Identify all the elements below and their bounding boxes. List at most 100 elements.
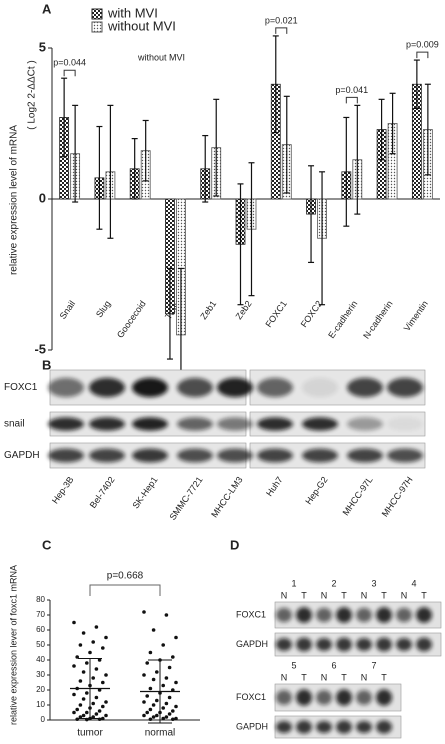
- lane-number: 6: [331, 660, 336, 670]
- blot-band: [276, 638, 292, 651]
- point: [81, 631, 86, 635]
- point: [145, 710, 149, 715]
- blot-band: [376, 637, 392, 652]
- point: [101, 646, 105, 650]
- blot-band: [89, 377, 125, 398]
- error-bar: [378, 98, 385, 161]
- blot-band: [316, 720, 332, 734]
- point: [97, 717, 102, 722]
- p-bracket: [63, 69, 76, 77]
- point: [72, 664, 76, 668]
- lane-sublabel: N: [281, 672, 288, 682]
- sd-bar: [78, 658, 102, 719]
- lane-sublabel: N: [281, 590, 288, 600]
- point: [78, 715, 83, 719]
- blot-band: [302, 377, 338, 398]
- blot-band: [89, 417, 125, 431]
- point: [148, 717, 153, 722]
- point: [161, 706, 165, 710]
- p-bracket: [275, 27, 288, 34]
- blot-band: [302, 448, 338, 463]
- point: [161, 643, 165, 647]
- blot-band: [416, 637, 432, 652]
- point: [151, 628, 156, 632]
- blot-band: [316, 607, 332, 623]
- panel-letter: D: [230, 537, 239, 552]
- blot-band: [296, 637, 312, 652]
- point: [91, 676, 95, 680]
- point: [145, 694, 149, 698]
- point: [174, 680, 178, 685]
- lane-sublabel: T: [381, 590, 387, 600]
- y-tick-label: 30: [36, 670, 45, 679]
- y-label-unit: ( Log2 2-ΔΔCt ): [27, 60, 38, 130]
- point: [75, 707, 79, 712]
- blot-band: [48, 448, 84, 463]
- p-bracket: [89, 584, 161, 596]
- blot-band: [356, 638, 372, 651]
- y-tick-label: 70: [36, 610, 45, 619]
- blot-band: [356, 690, 372, 705]
- y-tick-label: 40: [36, 655, 45, 664]
- point: [81, 697, 86, 701]
- sd-bar: [148, 659, 172, 724]
- blot-band: [336, 637, 352, 652]
- error-bar: [283, 95, 290, 194]
- error-bar: [142, 119, 149, 182]
- blot-row-label: GAPDH: [236, 639, 268, 649]
- blot-band: [347, 377, 383, 398]
- blot-band: [416, 607, 432, 623]
- legend-label: without MVI: [107, 18, 176, 33]
- lane-sublabel: N: [321, 672, 328, 682]
- point: [167, 695, 172, 700]
- blot-band: [177, 448, 213, 463]
- p-value: p=0.044: [53, 58, 86, 68]
- point: [171, 655, 175, 659]
- y-label: relative expression lever of foxc1 mRNA: [8, 565, 18, 725]
- blot-row-label: FOXC1: [236, 609, 266, 619]
- blot-band: [177, 377, 213, 398]
- lane-sublabel: T: [301, 590, 307, 600]
- blot-band: [336, 607, 352, 623]
- lane-number: 3: [371, 578, 376, 588]
- lane-number: 1: [291, 578, 296, 588]
- blot-band: [89, 448, 125, 463]
- point: [142, 673, 146, 677]
- legend-label: with MVI: [107, 5, 158, 20]
- p-value: p=0.041: [335, 85, 368, 95]
- y-tick-label: 0: [41, 715, 46, 724]
- point: [94, 667, 99, 671]
- point: [101, 704, 105, 709]
- p-value: p=0.021: [265, 15, 298, 25]
- blot-band: [316, 638, 332, 651]
- point: [97, 709, 102, 713]
- point: [155, 713, 159, 718]
- point: [91, 640, 95, 644]
- y-tick-label: 60: [36, 625, 45, 634]
- x-tick-label: normal: [145, 728, 176, 739]
- point: [164, 676, 169, 680]
- blot-band: [387, 417, 423, 431]
- point: [148, 686, 153, 691]
- blot-band: [276, 720, 292, 734]
- error-bar: [131, 138, 138, 200]
- point: [101, 680, 105, 685]
- point: [91, 715, 95, 719]
- blot-row-label: FOXC1: [4, 382, 38, 393]
- lane-number: 4: [411, 578, 416, 588]
- point: [142, 713, 146, 718]
- blot-band: [132, 417, 168, 431]
- x-tick-label: tumor: [77, 728, 103, 739]
- blot-band: [396, 638, 412, 651]
- blot-band: [217, 377, 253, 398]
- error-bar: [248, 162, 255, 297]
- lane-sublabel: T: [421, 590, 427, 600]
- blot-row-label: GAPDH: [236, 721, 268, 731]
- point: [151, 677, 156, 682]
- error-bar: [413, 59, 420, 110]
- blot-band: [356, 607, 372, 623]
- blot-band: [387, 377, 423, 398]
- panel-letter: A: [42, 1, 52, 16]
- lane-sublabel: N: [361, 672, 368, 682]
- error-bar: [308, 165, 315, 264]
